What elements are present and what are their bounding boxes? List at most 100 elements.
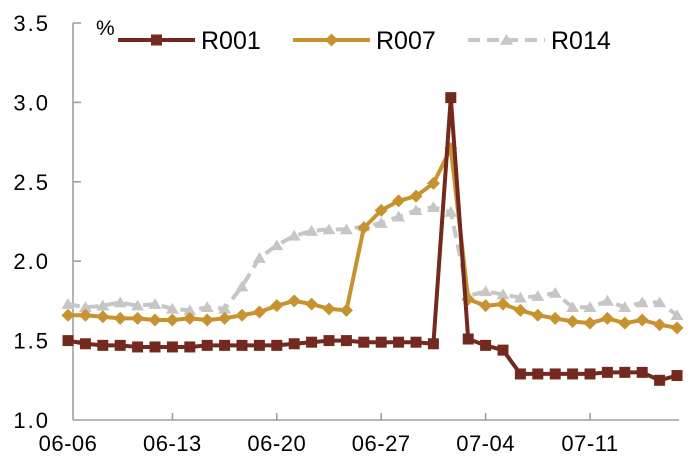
y-tick-label: 1.0 <box>13 408 50 433</box>
series-r001-marker <box>462 333 474 345</box>
x-tick-label: 06-06 <box>39 431 98 456</box>
y-tick-label: 1.5 <box>13 329 50 354</box>
series-r001-marker <box>514 368 526 380</box>
series-r007-marker <box>322 302 336 316</box>
series-r007-marker <box>339 303 353 317</box>
series-r014-marker <box>235 280 249 292</box>
series-r007-marker <box>566 315 580 329</box>
series-r014-marker <box>165 302 179 314</box>
series-r001-marker <box>149 341 161 353</box>
series-r014-marker <box>61 298 75 309</box>
series-r001-marker <box>132 341 144 353</box>
series-r007-line <box>68 146 678 330</box>
series-r001-marker <box>184 341 196 353</box>
y-axis-unit-label: % <box>96 17 115 40</box>
series-r007-marker <box>653 318 667 332</box>
series-r007-marker <box>635 313 649 327</box>
series-r007-marker <box>218 311 232 325</box>
series-r007-marker <box>670 321 684 335</box>
series-r001-marker <box>306 336 318 348</box>
series-r014-marker <box>252 252 266 263</box>
series-r001-marker <box>619 366 631 378</box>
series-r007-marker <box>409 189 423 203</box>
series-r014-marker <box>479 285 493 297</box>
series-r001-marker <box>219 339 231 351</box>
series-r014-marker <box>600 294 614 306</box>
series-r007-marker <box>78 308 92 322</box>
series-r001-marker <box>497 344 509 356</box>
series-r014-marker <box>496 288 510 300</box>
series-r001-marker <box>323 335 335 347</box>
x-tick-label: 06-13 <box>143 431 202 456</box>
series-r001-marker <box>427 338 439 350</box>
series-r007-marker <box>618 316 632 330</box>
legend-label-r007: R007 <box>376 27 436 55</box>
series-r007-marker <box>600 311 614 325</box>
series-r007-marker <box>479 299 493 313</box>
series-r007-marker <box>235 308 249 322</box>
y-tick-label: 2.0 <box>13 249 50 274</box>
series-r001-marker <box>445 92 457 104</box>
series-r001-marker <box>97 339 109 351</box>
series-r014-marker <box>270 239 284 251</box>
series-r014-marker <box>635 296 649 308</box>
x-tick-label: 07-04 <box>456 431 515 456</box>
series-r001-marker <box>114 339 126 351</box>
series-r014-marker <box>392 210 406 222</box>
series-r014-line <box>67 205 679 317</box>
series-r007-marker <box>96 310 110 324</box>
series-r014-marker <box>513 291 527 303</box>
series-r014-marker <box>148 298 162 309</box>
x-tick-label: 06-27 <box>352 431 411 456</box>
series-r007-marker <box>200 313 214 327</box>
series-r014-marker <box>444 205 458 217</box>
legend-marker-r014 <box>500 34 513 45</box>
series-r014-marker <box>183 304 197 316</box>
series-r014-marker <box>653 296 667 308</box>
series-r014-marker <box>305 225 319 236</box>
series-r007-marker <box>513 303 527 317</box>
series-r001-marker <box>393 336 405 348</box>
series-r001-marker <box>532 368 544 380</box>
series-r001-marker <box>201 339 213 351</box>
series-r007-marker <box>531 308 545 322</box>
series-r007-marker <box>305 297 319 311</box>
series-r007-marker <box>165 313 179 327</box>
series-r014-marker <box>131 299 145 311</box>
series-r014-marker <box>409 204 423 216</box>
series-r001-marker <box>288 338 300 350</box>
series-r014-marker <box>670 309 684 320</box>
series-r001-line <box>67 95 678 383</box>
legend-label-r001: R001 <box>201 27 261 55</box>
series-r007-marker <box>183 311 197 325</box>
series-r007-marker <box>252 305 266 319</box>
series-r007-marker <box>61 308 75 322</box>
y-tick-label: 2.5 <box>13 170 50 195</box>
series-r007-marker <box>374 203 388 217</box>
series-r014-marker <box>78 301 92 313</box>
series-r014-marker <box>113 296 127 308</box>
series-r014-marker <box>96 299 110 311</box>
series-r001-marker <box>236 339 248 351</box>
series-r007-marker <box>548 311 562 325</box>
series-r014-marker <box>583 301 597 313</box>
series-r007-marker <box>357 221 371 235</box>
series-r007-marker <box>148 313 162 327</box>
series-r014-marker <box>426 201 440 213</box>
series-r001-marker <box>358 336 370 348</box>
series-r001-marker <box>340 335 352 347</box>
series-r001-marker <box>62 335 74 347</box>
series-r014-marker <box>548 286 562 298</box>
series-r007-marker <box>496 297 510 311</box>
y-tick-label: 3.5 <box>13 11 50 36</box>
series-r014-marker <box>287 229 301 241</box>
series-r001-marker <box>601 366 613 378</box>
x-tick-label: 07-11 <box>561 431 618 456</box>
series-r014-marker <box>374 217 388 228</box>
series-r014-marker <box>566 301 580 313</box>
series-r001-marker <box>410 336 422 348</box>
series-r014-marker <box>339 223 353 235</box>
series-r001-marker <box>549 368 561 380</box>
